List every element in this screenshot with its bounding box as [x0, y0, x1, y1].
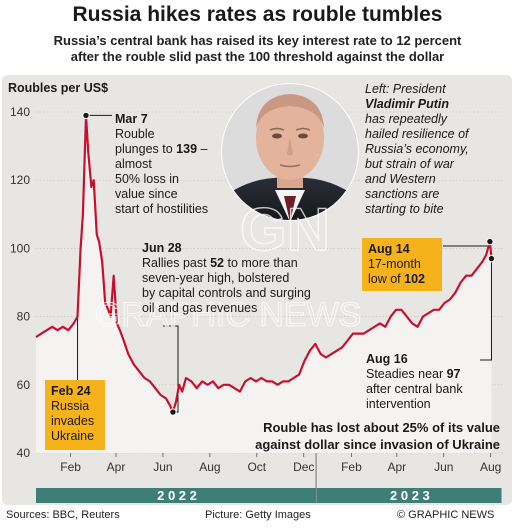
year-label: 2 0 2 3	[390, 488, 430, 503]
caption-text: but strain of war	[365, 157, 454, 171]
annotation-aug14: Aug 14 17-month low of 102	[362, 238, 442, 291]
marker-aug14	[486, 237, 494, 246]
annotation-text: seven-year high, bolstered	[142, 271, 290, 285]
annotation-date: Jun 28	[142, 241, 182, 255]
x-tick-label: Oct	[247, 460, 266, 474]
annotation-text: oil and gas revenues	[142, 301, 258, 315]
annotation-text: plunges to	[115, 142, 173, 156]
x-tick-label: Jun	[434, 460, 453, 474]
annotation-aug16: Aug 16 Steadies near 97 after central ba…	[366, 352, 491, 412]
annotation-text: 17-month	[368, 257, 421, 271]
series-line	[35, 114, 493, 414]
x-tick-label: Apr	[107, 460, 126, 474]
summary-text: Rouble has lost about 25% of its value	[263, 420, 500, 435]
x-tick-label: Feb	[60, 460, 81, 474]
caption-name: Vladimir Putin	[365, 97, 450, 111]
y-axis-label: Roubles per US$	[8, 81, 109, 95]
annotation-text: value since	[115, 187, 178, 201]
annotation-date: Feb 24	[51, 384, 91, 398]
x-tick-label: Jun	[153, 460, 172, 474]
picture-credit: Picture: Getty Images	[205, 509, 311, 521]
sources-note: Sources: BBC, Reuters	[6, 509, 120, 521]
annotation-text: to more than	[224, 256, 298, 270]
year-label: 2 0 2 2	[157, 488, 197, 503]
marker-jun28	[169, 408, 177, 416]
graphic-news-credit: © GRAPHIC NEWS	[397, 509, 495, 521]
x-tick-label: Aug	[199, 460, 220, 474]
watermark-logo: GN	[240, 196, 330, 263]
annotation-text: Rouble	[115, 127, 155, 141]
y-tick-label: 60	[17, 378, 31, 392]
annotation-value: 52	[210, 256, 224, 270]
marker-aug16	[487, 254, 496, 263]
annotation-text: intervention	[366, 397, 431, 411]
x-tick-label: Dec	[293, 460, 314, 474]
x-tick-label: Aug	[480, 460, 501, 474]
year-bar	[36, 488, 317, 503]
annotation-date: Mar 7	[115, 112, 148, 126]
annotation-text: invades	[51, 414, 95, 428]
subtitle-line: after the rouble slid past the 100 thres…	[70, 49, 445, 64]
annotation-text: Russia	[51, 399, 90, 413]
leader-line	[443, 241, 491, 247]
caption-text: starting to bite	[365, 202, 444, 216]
annotation-text: start of hostilities	[115, 202, 209, 216]
annotation-value: 139	[176, 142, 198, 156]
leader-line	[480, 258, 492, 361]
annotation-date: Aug 16	[366, 352, 408, 366]
summary-text: against dollar since invasion of Ukraine	[255, 437, 500, 452]
y-tick-label: 40	[17, 446, 31, 460]
annotation-text: Ukraine	[51, 429, 95, 443]
summary-caption: Rouble has lost about 25% of its value a…	[190, 419, 500, 453]
caption-text: Russia’s economy,	[365, 142, 469, 156]
caption-text: hailed resilience of	[365, 127, 469, 141]
watermark-text: GRAPHIC NEWS	[95, 296, 361, 334]
annotation-text: 50% loss in	[115, 172, 179, 186]
annotation-feb24: Feb 24 Russia invades Ukraine	[45, 380, 105, 450]
annotation-value: 102	[404, 272, 425, 286]
annotation-text: by capital controls and surging	[142, 286, 311, 300]
caption-text: has repeatedly	[365, 112, 448, 126]
chart-title: Russia hikes rates as rouble tumbles	[72, 3, 443, 26]
annotation-text: – almost	[115, 142, 208, 171]
caption-text: Left: President	[365, 82, 446, 96]
annotation-text: low of	[368, 272, 405, 286]
y-tick-label: 80	[17, 310, 31, 324]
chart-subtitle: Russia’s central bank has raised its key…	[0, 33, 515, 65]
annotation-text: Steadies near	[366, 367, 447, 381]
photo-caption: Left: President Vladimir Putin has repea…	[365, 82, 505, 217]
annotation-text: after central bank	[366, 382, 463, 396]
year-bar	[316, 488, 502, 503]
annotation-mar7: Mar 7 Rouble plunges to 139 – almost 50%…	[115, 112, 225, 217]
annotation-text: Rallies past	[142, 256, 211, 270]
y-tick-label: 140	[10, 105, 30, 119]
y-tick-label: 100	[10, 241, 30, 255]
x-tick-label: Apr	[387, 460, 406, 474]
caption-text: sanctions are	[365, 187, 440, 201]
series-area	[36, 115, 492, 454]
caption-text: and Western	[365, 172, 436, 186]
y-tick-label: 120	[10, 173, 30, 187]
annotation-value: 97	[446, 367, 461, 381]
putin-photo	[221, 83, 359, 221]
marker-mar7	[82, 111, 90, 120]
x-tick-label: Feb	[341, 460, 362, 474]
annotation-date: Aug 14	[368, 242, 410, 256]
subtitle-line: Russia’s central bank has raised its key…	[53, 33, 462, 48]
annotation-jun28: Jun 28 Rallies past 52 to more than seve…	[142, 241, 347, 316]
